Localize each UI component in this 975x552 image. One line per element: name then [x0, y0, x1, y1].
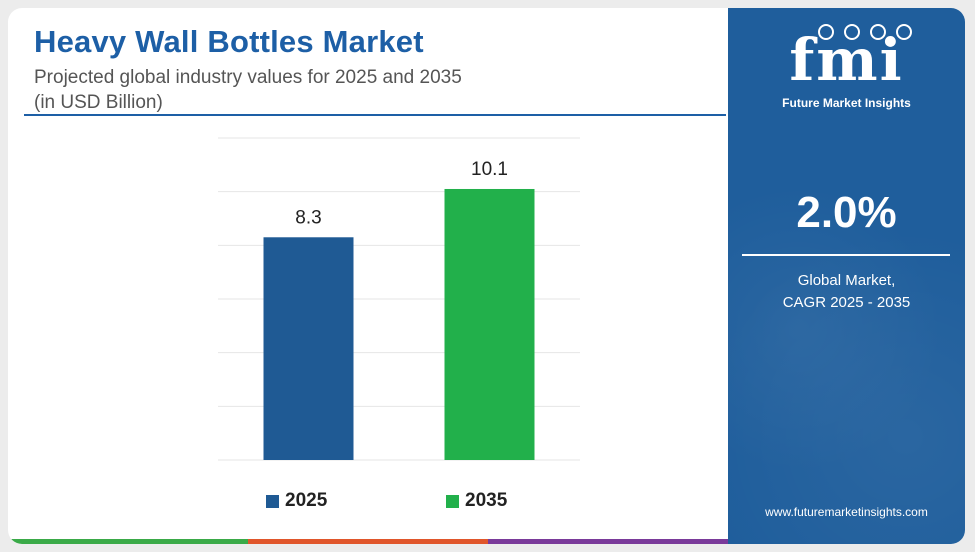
cagr-label-line-1: Global Market, [797, 272, 896, 289]
website-link[interactable]: www.futuremarketinsights.com [765, 505, 928, 519]
footer-bar-orange [248, 539, 488, 544]
sidebar-panel: fmi Future Market Insights 2.0% Global M… [728, 8, 965, 544]
logo-icons [818, 24, 912, 40]
infographic-card: Heavy Wall Bottles Market Projected glob… [8, 8, 965, 544]
chart-subtitle: Projected global industry values for 202… [34, 65, 554, 115]
subtitle-line-2: (in USD Billion) [34, 92, 163, 113]
footer-color-bar [8, 539, 728, 544]
bar-chart: 8.3 10.1 [218, 137, 580, 461]
cagr-label-line-2: CAGR 2025 - 2035 [782, 294, 911, 311]
legend-item-2025: 2025 [266, 490, 327, 512]
legend-label-2025: 2025 [285, 490, 328, 511]
logo-dot-icon [896, 24, 912, 40]
fmi-logo: fmi [789, 26, 904, 94]
data-label-2035: 10.1 [471, 159, 508, 180]
subtitle-line-1: Projected global industry values for 202… [34, 67, 462, 88]
bar-2035 [444, 188, 535, 460]
footer-bar-purple [488, 539, 728, 544]
sidebar-divider [742, 254, 950, 256]
legend-swatch-2025 [266, 494, 279, 508]
legend-swatch-2035 [446, 494, 459, 508]
footer-bar-green [8, 539, 248, 544]
chart-title: Heavy Wall Bottles Market [34, 24, 424, 59]
cagr-label: Global Market, CAGR 2025 - 2035 [728, 270, 965, 314]
logo-dot-icon [818, 24, 834, 40]
title-divider [24, 114, 726, 116]
bar-2025 [263, 237, 354, 460]
legend-label-2035: 2035 [465, 490, 508, 511]
cagr-value: 2.0% [796, 188, 897, 237]
logo-dot-icon [844, 24, 860, 40]
legend-item-2035: 2035 [446, 490, 507, 512]
logo-subtitle: Future Market Insights [782, 96, 911, 110]
logo-dot-icon [870, 24, 886, 40]
data-label-2025: 8.3 [295, 207, 321, 228]
